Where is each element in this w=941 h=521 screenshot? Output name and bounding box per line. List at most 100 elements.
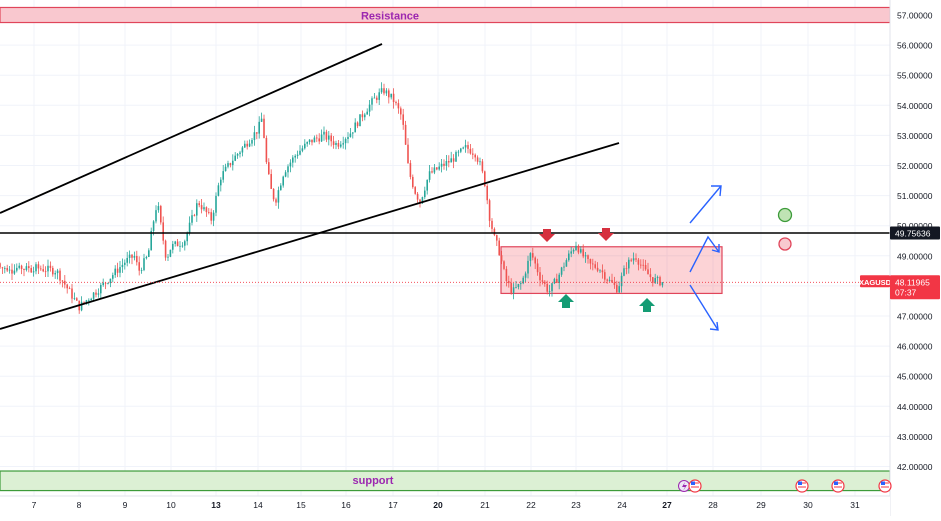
candle-body xyxy=(136,255,138,263)
candle-body xyxy=(13,270,16,274)
candle-body xyxy=(133,255,136,258)
candle-body xyxy=(378,92,380,100)
time-tick-label: 13 xyxy=(211,500,221,510)
candle-body xyxy=(289,162,292,167)
candle-body xyxy=(167,256,169,258)
level-price-tag xyxy=(890,226,940,240)
candle-body xyxy=(90,298,92,301)
candle-body xyxy=(217,185,220,196)
price-axis[interactable]: 57.00000 56.00000 55.00000 54.00000 53.00000… xyxy=(859,0,941,516)
candle-body xyxy=(596,267,599,271)
candle-body xyxy=(524,273,527,278)
candle-body xyxy=(421,197,424,203)
candle-body xyxy=(498,240,500,256)
time-tick-label: 30 xyxy=(803,500,813,510)
candle-body xyxy=(397,103,400,109)
candle-body xyxy=(241,147,244,153)
candle-body xyxy=(215,195,217,213)
candle-body xyxy=(551,283,553,292)
price-tick-label: 55.00000 xyxy=(897,71,933,81)
time-tick-label: 9 xyxy=(123,500,128,510)
candle-body xyxy=(594,264,596,268)
candle-body xyxy=(265,137,268,163)
candle-body xyxy=(368,104,371,112)
down-arrow-icon xyxy=(598,228,614,241)
down-arrow-icon xyxy=(539,229,555,242)
candle-body xyxy=(505,268,508,282)
candle-body xyxy=(616,284,618,293)
candle-body xyxy=(385,90,388,94)
candle-body xyxy=(486,185,488,201)
candle-body xyxy=(311,139,313,143)
candle-body xyxy=(176,241,179,247)
candle-body xyxy=(632,258,635,261)
candle-body xyxy=(49,265,52,268)
candle-body xyxy=(253,132,256,141)
time-axis[interactable]: 7 8 9 10 13 14 15 16 17 20 21 22 23 24 27 28 29 30 31 xyxy=(0,479,892,516)
price-tick-label: 56.00000 xyxy=(897,41,933,51)
price-tick-label: 54.00000 xyxy=(897,101,933,111)
candle-body xyxy=(222,171,224,180)
candle-body xyxy=(6,268,8,271)
candle-body xyxy=(361,114,364,118)
candle-body xyxy=(200,205,203,210)
candle-body xyxy=(35,264,37,272)
candle-body xyxy=(488,200,491,221)
candle-body xyxy=(476,157,479,162)
candle-body xyxy=(138,262,140,271)
candle-body xyxy=(630,259,632,261)
time-tick-label: 24 xyxy=(617,500,627,510)
flag-canton xyxy=(881,481,885,485)
last-price-tag xyxy=(890,275,940,300)
candle-body xyxy=(500,255,503,262)
candle-body xyxy=(599,270,601,272)
candle-body xyxy=(44,271,47,273)
candle-body xyxy=(433,167,436,173)
candle-body xyxy=(56,270,59,274)
candle-body xyxy=(272,188,275,200)
green-circle-icon xyxy=(777,207,793,223)
time-tick-label: 15 xyxy=(296,500,306,510)
candle-body xyxy=(160,206,162,223)
candle-body xyxy=(64,280,66,285)
candle-body xyxy=(587,255,589,259)
time-tick-label: 8 xyxy=(77,500,82,510)
candle-body xyxy=(52,267,54,275)
time-tick-label: 27 xyxy=(662,500,672,510)
candle-body xyxy=(376,97,378,100)
candles xyxy=(0,82,664,314)
candle-body xyxy=(301,148,304,151)
price-tick-label: 44.00000 xyxy=(897,402,933,412)
candle-body xyxy=(445,161,448,166)
candle-body xyxy=(536,263,539,273)
candle-body xyxy=(236,154,239,156)
time-tick-label: 7 xyxy=(32,500,37,510)
candle-body xyxy=(92,292,95,299)
candle-body xyxy=(340,144,342,147)
candle-body xyxy=(512,287,515,293)
candle-body xyxy=(344,138,347,144)
candle-body xyxy=(462,147,464,149)
time-tick-label: 20 xyxy=(433,500,443,510)
candle-body xyxy=(140,270,143,271)
time-tick-label: 23 xyxy=(571,500,581,510)
candle-body xyxy=(332,141,335,145)
candle-body xyxy=(328,135,330,140)
candle-body xyxy=(114,268,116,276)
candle-body xyxy=(448,161,450,163)
candle-body xyxy=(294,155,296,158)
arrow-retest-head xyxy=(711,244,720,253)
candle-body xyxy=(258,121,260,134)
candle-body xyxy=(47,265,49,272)
candle-body xyxy=(83,301,85,303)
price-tick-label: 45.00000 xyxy=(897,372,933,382)
candle-body xyxy=(208,212,210,213)
candle-body xyxy=(400,108,402,115)
candle-body xyxy=(73,298,76,300)
red-circle-icon xyxy=(778,237,792,251)
zones: Resistance support xyxy=(0,6,891,492)
candle-body xyxy=(546,283,548,292)
level-price-value: 49.75636 xyxy=(895,229,931,239)
